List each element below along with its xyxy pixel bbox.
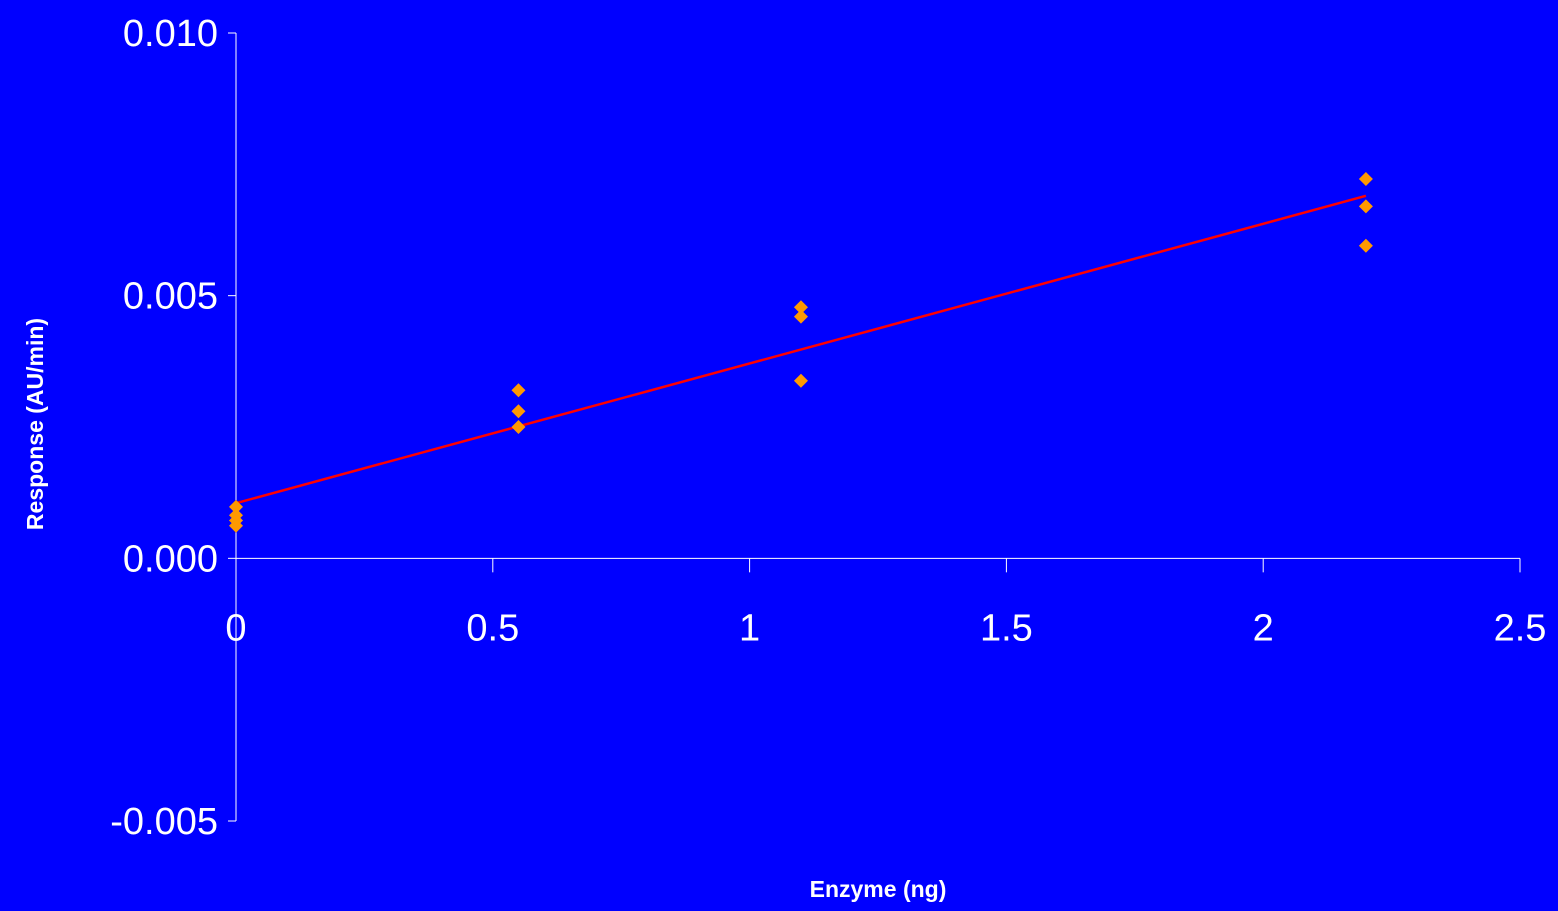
y-tick-label: 0.000 bbox=[123, 538, 218, 580]
x-axis-ticks: 0 0.5 1 1.5 2 2.5 bbox=[225, 558, 1546, 649]
data-points bbox=[229, 172, 1373, 533]
y-axis-ticks: -0.005 0.000 0.005 0.010 bbox=[110, 13, 236, 843]
x-tick-label: 1.5 bbox=[980, 607, 1033, 649]
x-tick-label: 2.5 bbox=[1494, 607, 1547, 649]
x-tick-label: 0 bbox=[225, 607, 246, 649]
data-point bbox=[793, 309, 808, 324]
x-tick-label: 0.5 bbox=[466, 607, 519, 649]
y-axis-label: Response (AU/min) bbox=[22, 318, 48, 530]
data-point bbox=[229, 499, 243, 514]
x-axis-label: Enzyme (ng) bbox=[810, 876, 947, 902]
data-point bbox=[511, 420, 526, 434]
data-point bbox=[229, 518, 243, 533]
data-point bbox=[1358, 199, 1373, 214]
x-tick-label: 2 bbox=[1253, 607, 1274, 649]
y-tick-label: 0.010 bbox=[123, 13, 218, 55]
data-point bbox=[1358, 238, 1373, 253]
data-point bbox=[793, 300, 808, 315]
data-point bbox=[793, 373, 808, 388]
data-point bbox=[1358, 172, 1373, 187]
trendline-layer bbox=[235, 194, 1367, 505]
y-tick-label: 0.005 bbox=[123, 276, 218, 318]
y-tick-label: -0.005 bbox=[110, 801, 218, 843]
trendline bbox=[235, 194, 1367, 505]
axes bbox=[235, 33, 1520, 821]
x-tick-label: 1 bbox=[739, 607, 760, 649]
data-point bbox=[511, 404, 526, 419]
data-point bbox=[511, 383, 526, 398]
